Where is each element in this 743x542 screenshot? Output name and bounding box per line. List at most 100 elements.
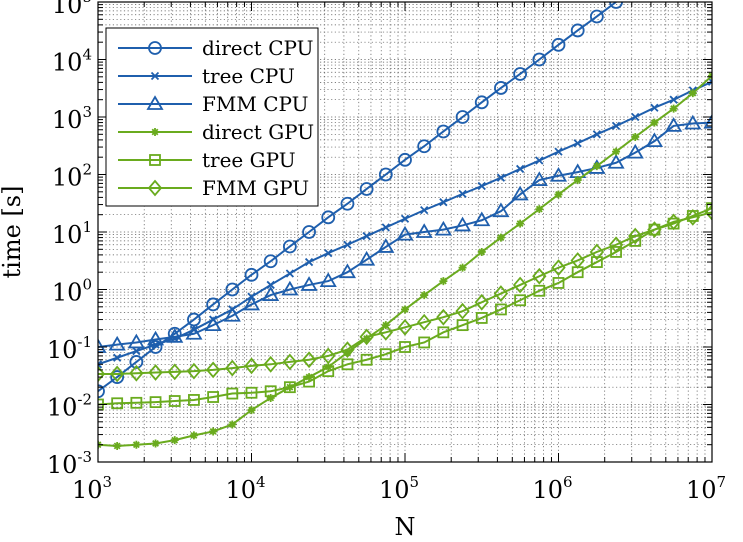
data-point-fmm-cpu xyxy=(319,272,337,287)
data-point-tree-gpu xyxy=(706,202,712,215)
data-point-fmm-cpu xyxy=(473,211,491,227)
data-point-fmm-gpu xyxy=(263,355,278,373)
data-point-fmm-gpu xyxy=(321,347,336,365)
data-point-direct-gpu xyxy=(170,436,179,445)
y-tick-labels: 10-3 10-2 10-1 100 101 102 103 104 105 xyxy=(47,0,92,479)
data-point-direct-gpu xyxy=(650,118,659,127)
data-point-direct-gpu xyxy=(496,233,505,242)
data-point-fmm-cpu xyxy=(492,202,510,218)
data-point-direct-gpu xyxy=(688,89,697,98)
data-point-fmm-gpu xyxy=(704,203,712,221)
x-tick-label: 107 xyxy=(686,473,726,504)
data-point-fmm-gpu xyxy=(359,328,374,346)
data-point-direct-gpu xyxy=(401,305,409,314)
data-point-direct-cpu xyxy=(110,370,125,384)
data-point-tree-cpu xyxy=(266,280,275,290)
data-point-tree-cpu xyxy=(324,248,333,258)
data-point-fmm-cpu xyxy=(665,117,683,132)
data-point-fmm-gpu xyxy=(397,318,413,336)
data-point-fmm-cpu xyxy=(338,263,357,279)
data-point-direct-gpu xyxy=(516,219,525,228)
series-line-fmm-cpu xyxy=(98,121,712,348)
data-point-direct-cpu xyxy=(494,81,508,95)
data-point-fmm-gpu xyxy=(532,267,547,285)
data-point-tree-cpu xyxy=(573,139,582,148)
series-direct-gpu xyxy=(98,71,712,450)
x-axis-title: N xyxy=(395,513,416,541)
legend-marker-direct-cpu xyxy=(148,41,162,55)
data-point-direct-cpu xyxy=(244,267,259,282)
data-point-direct-cpu xyxy=(321,210,336,225)
data-point-fmm-cpu xyxy=(300,276,318,291)
data-point-fmm-gpu xyxy=(551,259,566,277)
data-point-direct-cpu xyxy=(98,384,105,399)
data-point-direct-cpu xyxy=(532,52,547,67)
data-point-fmm-gpu xyxy=(474,293,489,311)
data-point-direct-gpu xyxy=(247,406,256,415)
y-tick-label: 10-2 xyxy=(47,391,92,422)
y-tick-label: 102 xyxy=(52,161,92,192)
y-tick-label: 103 xyxy=(52,103,92,134)
data-point-tree-gpu xyxy=(207,391,220,403)
series-line-direct-cpu xyxy=(98,2,617,393)
data-point-direct-cpu xyxy=(225,282,240,297)
data-point-fmm-gpu xyxy=(205,361,221,379)
data-point-fmm-cpu xyxy=(511,185,529,201)
data-point-fmm-cpu xyxy=(703,113,712,129)
data-point-fmm-gpu xyxy=(666,213,681,231)
data-point-tree-gpu xyxy=(303,375,315,388)
data-point-fmm-cpu xyxy=(204,316,222,332)
data-point-fmm-gpu xyxy=(129,364,144,382)
data-point-fmm-cpu xyxy=(281,280,299,296)
data-point-direct-cpu xyxy=(340,196,355,211)
data-point-tree-gpu xyxy=(111,397,124,410)
data-point-tree-cpu xyxy=(631,112,640,122)
data-point-tree-cpu xyxy=(515,164,525,174)
data-point-fmm-cpu xyxy=(415,223,433,238)
data-point-direct-gpu xyxy=(189,431,198,440)
data-point-tree-gpu xyxy=(168,395,181,407)
data-point-tree-gpu xyxy=(533,284,546,297)
data-point-tree-cpu xyxy=(381,223,390,232)
data-point-tree-cpu xyxy=(535,156,544,165)
data-point-tree-cpu xyxy=(343,240,352,249)
data-point-fmm-gpu xyxy=(186,362,202,380)
data-point-fmm-cpu xyxy=(108,335,126,351)
data-point-tree-gpu xyxy=(495,303,507,316)
data-point-direct-cpu xyxy=(609,2,623,9)
data-point-direct-cpu xyxy=(417,139,432,154)
data-point-fmm-gpu xyxy=(225,359,240,377)
data-point-fmm-gpu xyxy=(493,285,509,302)
data-point-direct-gpu xyxy=(669,104,678,113)
legend-item-tree-gpu: tree GPU xyxy=(118,148,296,172)
y-tick-label: 105 xyxy=(52,0,92,19)
data-point-fmm-gpu xyxy=(436,308,451,326)
legend-label-direct-gpu: direct GPU xyxy=(202,120,314,144)
legend-marker-tree-gpu xyxy=(149,154,161,166)
data-point-tree-cpu xyxy=(669,95,678,104)
data-point-direct-cpu xyxy=(263,254,278,269)
data-point-tree-gpu xyxy=(610,246,622,258)
data-point-fmm-gpu xyxy=(340,341,355,359)
data-point-tree-gpu xyxy=(590,256,603,268)
data-point-tree-gpu xyxy=(418,336,431,349)
y-tick-label: 10-1 xyxy=(47,333,92,364)
data-point-direct-gpu xyxy=(535,205,544,214)
data-point-tree-gpu xyxy=(399,341,411,353)
data-point-direct-cpu xyxy=(302,225,316,239)
series-layer xyxy=(98,2,712,450)
data-point-direct-gpu xyxy=(631,132,640,141)
data-point-direct-gpu xyxy=(151,439,160,448)
data-point-fmm-cpu xyxy=(530,171,548,186)
data-point-tree-cpu xyxy=(132,346,141,356)
data-point-fmm-cpu xyxy=(626,143,644,159)
data-point-fmm-gpu xyxy=(455,302,470,320)
y-tick-label: 104 xyxy=(52,46,92,77)
data-point-direct-gpu xyxy=(458,263,467,272)
ticks xyxy=(98,2,712,462)
data-point-fmm-gpu xyxy=(98,365,106,383)
legend-label-tree-cpu: tree CPU xyxy=(202,64,295,88)
data-point-fmm-cpu xyxy=(146,330,165,346)
legend-label-tree-gpu: tree GPU xyxy=(202,148,296,172)
data-point-tree-cpu xyxy=(400,214,410,223)
